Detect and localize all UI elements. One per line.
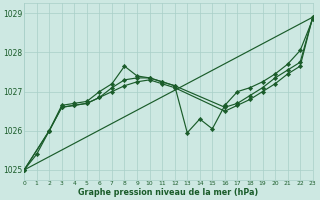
X-axis label: Graphe pression niveau de la mer (hPa): Graphe pression niveau de la mer (hPa) (78, 188, 259, 197)
